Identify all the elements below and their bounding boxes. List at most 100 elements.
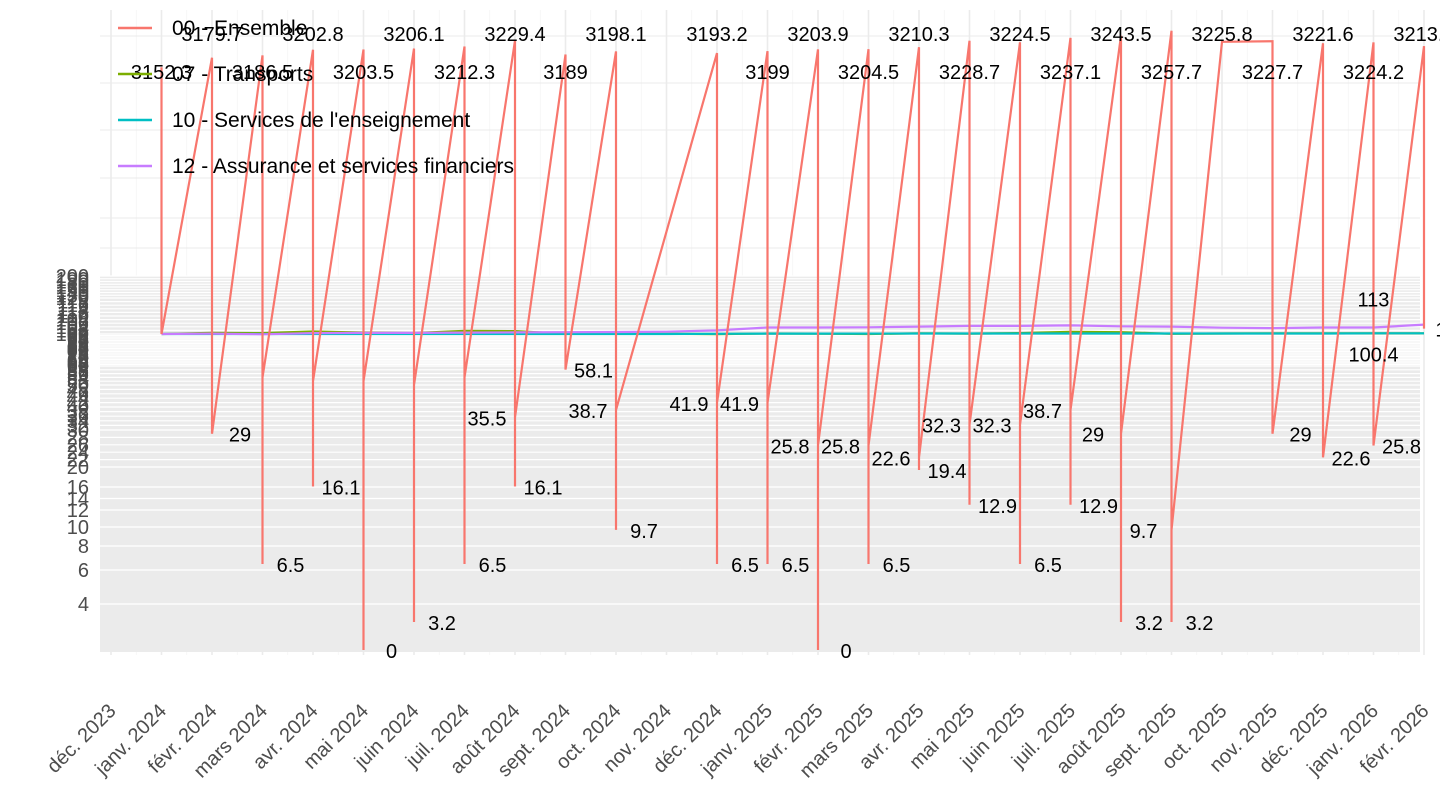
legend-label: 12 - Assurance et services financiers [172,155,514,178]
data-label: 3225.8 [1191,24,1252,46]
y-tick-label: 86 [67,335,89,357]
y-tick-label: 104 [56,317,89,339]
data-label: 22.6 [1332,448,1371,470]
data-label: 3228.7 [939,62,1000,84]
data-label: 3193.2 [686,24,747,46]
data-label: 3198.1 [585,24,646,46]
y-tick-label: 50 [67,375,89,397]
y-tick-label: 82 [67,338,89,360]
data-label: 3.2 [428,613,456,635]
y-tick-label: 68 [67,350,89,372]
y-tick-label: 38 [67,402,89,424]
data-label: 3213.5 [1393,24,1440,46]
data-label: 3224.5 [989,24,1050,46]
y-tick-label: 58 [67,360,89,382]
y-tick-label: 94 [67,329,89,351]
y-tick-label: 62 [67,354,89,376]
y-tick-label: 160 [56,277,89,299]
data-label: 3203.5 [333,62,394,84]
data-label: 12.9 [978,496,1017,518]
data-label: 35.5 [468,408,507,430]
data-label: 29 [229,425,251,447]
y-tick-label: 150 [56,280,89,302]
y-tick-label: 24 [67,442,89,464]
data-label: 3221.6 [1292,24,1353,46]
y-tick-label: 4 [78,594,89,616]
data-label: 41.9 [670,394,709,416]
data-label: 29 [1289,425,1311,447]
y-tick-label: 170 [56,274,89,296]
y-tick-label: 22 [67,450,89,472]
y-tick-label: 106 [56,313,89,335]
y-tick-label: 96 [67,327,89,349]
y-tick-label: 74 [67,345,89,367]
y-tick-label: 60 [67,356,89,378]
data-label: 3206.1 [383,24,444,46]
data-label: 19.4 [928,461,967,483]
data-label: 6.5 [1034,555,1062,577]
legend-label: 10 - Services de l'enseignement [172,109,470,132]
y-tick-label: 200 [56,266,89,288]
data-label: 32.3 [922,416,961,438]
y-tick-label: 32 [67,415,89,437]
data-label: 3186.5 [232,62,293,84]
data-label: 3243.5 [1090,24,1151,46]
y-tick-label: 34 [67,411,89,433]
series-line [160,30,1426,650]
y-axis-ticks: 4681012141620222426283032343638404244464… [56,266,89,616]
data-label: 9.7 [630,521,658,543]
y-tick-label: 88 [67,334,89,356]
y-tick-label: 100 [56,324,89,346]
legend-label: 00 - Ensemble [172,17,307,40]
data-label: 25.8 [1382,437,1421,459]
y-tick-label: 48 [67,379,89,401]
data-label: 3237.1 [1040,62,1101,84]
y-tick-label: 56 [67,364,89,386]
data-label: 100.4 [1348,344,1398,366]
y-tick-label: 46 [67,384,89,406]
data-label: 0 [840,641,851,663]
data-label: 16.1 [524,478,563,500]
y-tick-label: 78 [67,342,89,364]
data-label: 6.5 [479,555,507,577]
y-tick-label: 98 [67,326,89,348]
y-tick-label: 72 [67,346,89,368]
data-label: 3.2 [1135,613,1163,635]
y-tick-label: 102 [56,320,89,342]
y-tick-label: 14 [67,489,89,511]
data-label: 3189 [543,62,588,84]
y-tick-label: 8 [78,536,89,558]
data-label: 103 [1435,320,1440,342]
data-label: 25.8 [771,437,810,459]
data-label: 29 [1082,425,1104,447]
data-label: 3210.3 [888,24,949,46]
y-tick-label: 66 [67,351,89,373]
y-tick-label: 114 [57,299,89,321]
y-tick-label: 140 [56,283,89,305]
y-tick-label: 120 [56,288,89,310]
data-label: 3179.7 [181,24,242,46]
data-label: 3202.8 [282,24,343,46]
y-tick-label: 180 [56,272,89,294]
data-label: 9.7 [1130,521,1158,543]
y-tick-label: 16 [67,477,89,499]
data-label: 3203.9 [787,24,848,46]
data-label: 3212.3 [434,62,495,84]
y-tick-label: 40 [67,397,89,419]
data-label: 3227.7 [1242,62,1303,84]
data-label: 6.5 [883,555,911,577]
series-layer [160,30,1426,650]
data-label: 6.5 [277,555,305,577]
y-tick-label: 84 [67,337,89,359]
y-tick-label: 110 [57,306,89,328]
data-label: 6.5 [782,555,810,577]
data-label: 16.1 [322,478,361,500]
y-tick-label: 12 [67,500,89,522]
data-label: 6.5 [731,555,759,577]
y-tick-label: 26 [67,435,89,457]
data-label: 3204.5 [838,62,899,84]
legend: 00 - Ensemble 07 - Transports 10 - Service… [118,17,514,178]
data-label: 3152.3 [131,62,192,84]
